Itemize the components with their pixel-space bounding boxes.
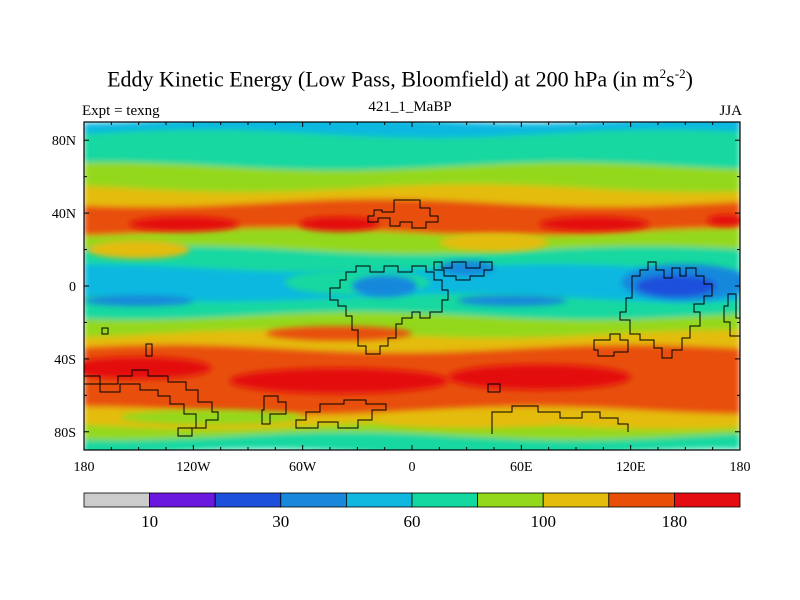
y-tick-label: 40N: [52, 207, 76, 222]
contour-extremum: [87, 240, 190, 259]
contour-extremum: [636, 275, 717, 297]
contour-extremum: [120, 409, 303, 425]
subtitle-season: JJA: [719, 103, 742, 119]
contour-extremum: [84, 357, 212, 379]
colorbar: 10 30 60 100 180: [83, 492, 741, 531]
colorbar-label: 10: [141, 512, 158, 531]
colorbar-swatch: [477, 492, 544, 508]
contour-extremum: [129, 216, 239, 232]
contour-extremum: [439, 233, 549, 252]
colorbar-swatch: [542, 492, 610, 508]
coastline-small-island-b: [145, 343, 153, 357]
x-tick-label: 0: [409, 460, 416, 475]
y-tick-label: 80N: [52, 134, 76, 149]
contour-field: [84, 122, 740, 450]
coastline-arabia-asia: [433, 261, 493, 281]
contour-extremum: [448, 364, 631, 390]
coastline-indo-pacific: [619, 261, 713, 359]
contour-extremum: [266, 326, 412, 341]
x-tick-label: 60W: [289, 460, 317, 475]
contour-extremum: [84, 295, 194, 307]
contour-extremum: [539, 216, 649, 232]
x-tick-label: 180: [74, 460, 95, 475]
subtitle-run-id: 421_1_MaBP: [368, 99, 452, 115]
coastline-antarctic-east: [295, 399, 387, 429]
colorbar-swatch: [674, 492, 741, 508]
x-tick-label: 120W: [176, 460, 211, 475]
colorbar-label: 30: [272, 512, 289, 531]
colorbar-swatch: [280, 492, 347, 508]
contour-extrema: [84, 214, 740, 429]
x-tick-label: 60E: [510, 460, 533, 475]
coastline-small-island-a: [101, 327, 109, 335]
colorbar-swatch: [345, 492, 413, 508]
chart-title: Eddy Kinetic Energy (Low Pass, Bloomfiel…: [107, 66, 693, 92]
coastline-antarctica: [84, 369, 219, 437]
colorbar-swatch: [411, 492, 478, 508]
y-tick-label: 40S: [54, 353, 76, 368]
contour-extremum: [351, 275, 418, 297]
coastline-small-island-c: [487, 383, 501, 393]
colorbar-label: 100: [530, 512, 556, 531]
contour-band: [84, 432, 740, 450]
y-tick-label: 80S: [54, 426, 76, 441]
colorbar-swatch: [608, 492, 675, 508]
contour-extremum: [457, 295, 567, 307]
coastline-antarctic-plateau: [491, 405, 629, 434]
colorbar-swatch: [214, 492, 282, 508]
coastline-europe: [367, 199, 439, 229]
axis-ticks: 180 120W 60W 0 60E 120E 180 80N 40N 0 40S 80S: [52, 122, 751, 475]
colorbar-label: 180: [662, 512, 688, 531]
contour-extremum: [375, 413, 558, 429]
colorbar-swatch: [149, 492, 216, 508]
subtitle-experiment: Expt = texng: [82, 103, 160, 119]
x-tick-label: 120E: [616, 460, 646, 475]
coastline-antarctic-peninsula: [261, 395, 287, 425]
colorbar-swatch: [83, 492, 150, 508]
coastline-outlines: [84, 199, 740, 437]
contour-extremum: [707, 214, 740, 226]
contour-extremum: [229, 368, 449, 394]
y-tick-label: 0: [69, 280, 76, 295]
coastline-australia: [593, 333, 629, 357]
coastline-africa: [329, 265, 449, 355]
coastline-east-pacific: [723, 293, 740, 337]
x-tick-label: 180: [730, 460, 751, 475]
contour-extremum: [299, 216, 380, 232]
colorbar-label: 60: [404, 512, 421, 531]
